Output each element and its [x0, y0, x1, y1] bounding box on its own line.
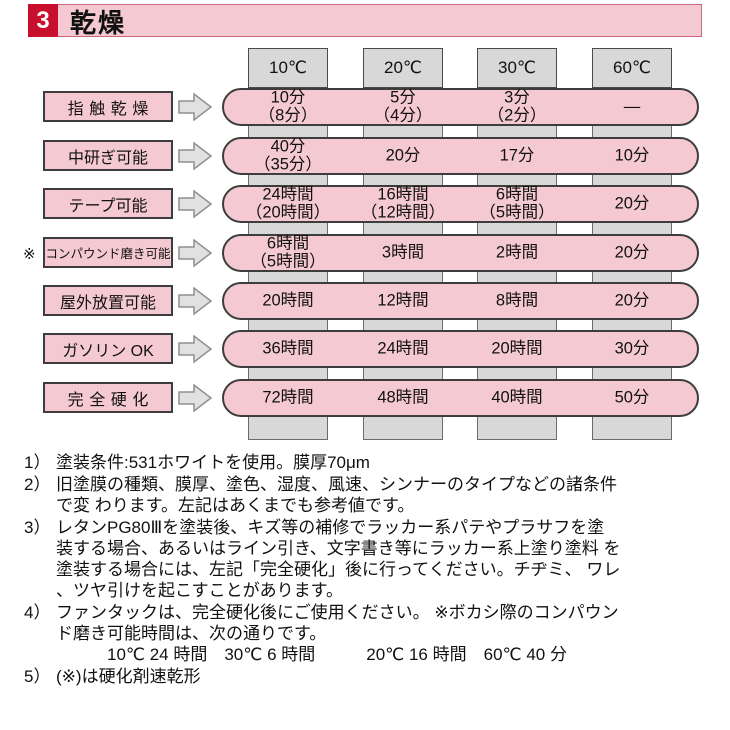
footnote-number: 1） [24, 453, 51, 472]
footnotes: 1） 塗装条件:531ホワイトを使用。膜厚70μm 2） 旧塗膜の種類、膜厚、塗… [24, 452, 716, 688]
arrow-right-icon [178, 92, 213, 122]
arrow-right-icon [178, 334, 213, 364]
cell: 20分 [614, 194, 650, 213]
row-band: 10分 （8分） 5分 （4分） 3分 （2分） — [222, 88, 699, 126]
arrow-right-icon [178, 141, 213, 171]
row-band: 72時間 48時間 40時間 50分 [222, 379, 699, 417]
page-title: 乾燥 [70, 7, 127, 38]
cell: 40分 （35分） [254, 137, 322, 173]
cell: 16時間 （12時間） [360, 185, 446, 221]
cell: 40時間 [491, 388, 543, 407]
temp-header: 60℃ [592, 48, 672, 88]
cell: 8時間 [495, 291, 539, 310]
cell: 20分 [614, 243, 650, 262]
section-banner [28, 4, 702, 37]
temp-header: 10℃ [248, 48, 328, 88]
cell: 24時間 （20時間） [245, 185, 331, 221]
row-label: 指触乾燥 [43, 91, 173, 122]
footnote-number: 2） [24, 475, 51, 494]
cell: 48時間 [377, 388, 429, 407]
cell: 5分 （4分） [373, 88, 433, 124]
footnote-text: 旧塗膜の種類、膜厚、塗色、湿度、風速、シンナーのタイプなどの諸条件 で変 わりま… [56, 475, 617, 515]
cell: 20時間 [262, 291, 314, 310]
footnote-number: 5） [24, 667, 51, 686]
cell: — [623, 97, 641, 116]
cell: 17分 [499, 146, 535, 165]
cell: 6時間 （5時間） [479, 185, 555, 221]
footnote-number: 4） [24, 603, 51, 622]
row-label: 中研ぎ可能 [43, 140, 173, 171]
cell: 24時間 [377, 339, 429, 358]
row-label: テープ可能 [43, 188, 173, 219]
cell: 20時間 [491, 339, 543, 358]
footnote-3: 3） レタンPG80Ⅲを塗装後、キズ等の補修でラッカー系パテやプラサフを塗 装す… [24, 517, 716, 601]
row-label: 屋外放置可能 [43, 285, 173, 316]
footnote-text: レタンPG80Ⅲを塗装後、キズ等の補修でラッカー系パテやプラサフを塗 装する場合… [56, 518, 621, 600]
row-label: ガソリン OK [43, 333, 173, 364]
footnote-number: 3） [24, 518, 51, 537]
cell: 10分 [614, 146, 650, 165]
cell: 12時間 [377, 291, 429, 310]
cell: 2時間 [495, 243, 539, 262]
footnote-text: ファンタックは、完全硬化後にご使用ください。 ※ボカシ際のコンパウン ド磨き可能… [56, 603, 619, 664]
row-band: 24時間 （20時間） 16時間 （12時間） 6時間 （5時間） 20分 [222, 185, 699, 223]
temp-header: 30℃ [477, 48, 557, 88]
temp-header: 20℃ [363, 48, 443, 88]
row-band: 20時間 12時間 8時間 20分 [222, 282, 699, 320]
footnote-4: 4） ファンタックは、完全硬化後にご使用ください。 ※ボカシ際のコンパウン ド磨… [24, 602, 716, 665]
cell: 36時間 [262, 339, 314, 358]
cell: 3時間 [381, 243, 425, 262]
footnote-2: 2） 旧塗膜の種類、膜厚、塗色、湿度、風速、シンナーのタイプなどの諸条件 で変 … [24, 474, 716, 516]
cell: 20分 [614, 291, 650, 310]
arrow-right-icon [178, 383, 213, 413]
section-number: 3 [28, 4, 58, 37]
row-band: 36時間 24時間 20時間 30分 [222, 330, 699, 368]
cell: 20分 [385, 146, 421, 165]
cell: 6時間 （5時間） [250, 234, 326, 270]
footnote-1: 1） 塗装条件:531ホワイトを使用。膜厚70μm [24, 452, 716, 473]
arrow-right-icon [178, 189, 213, 219]
cell: 72時間 [262, 388, 314, 407]
arrow-right-icon [178, 238, 213, 268]
cell: 3分 （2分） [487, 88, 547, 124]
row-band: 40分 （35分） 20分 17分 10分 [222, 137, 699, 175]
footnote-text: 塗装条件:531ホワイトを使用。膜厚70μm [56, 453, 370, 472]
row-label: 完全硬化 [43, 382, 173, 413]
footnote-text: (※)は硬化剤速乾形 [56, 667, 201, 686]
footnote-5: 5） (※)は硬化剤速乾形 [24, 666, 716, 687]
row-label: コンパウンド磨き可能 [43, 237, 173, 268]
cell: 50分 [614, 388, 650, 407]
arrow-right-icon [178, 286, 213, 316]
asterisk-marker: ※ [23, 246, 36, 263]
cell: 10分 （8分） [258, 88, 318, 124]
row-band: 6時間 （5時間） 3時間 2時間 20分 [222, 234, 699, 272]
cell: 30分 [614, 339, 650, 358]
